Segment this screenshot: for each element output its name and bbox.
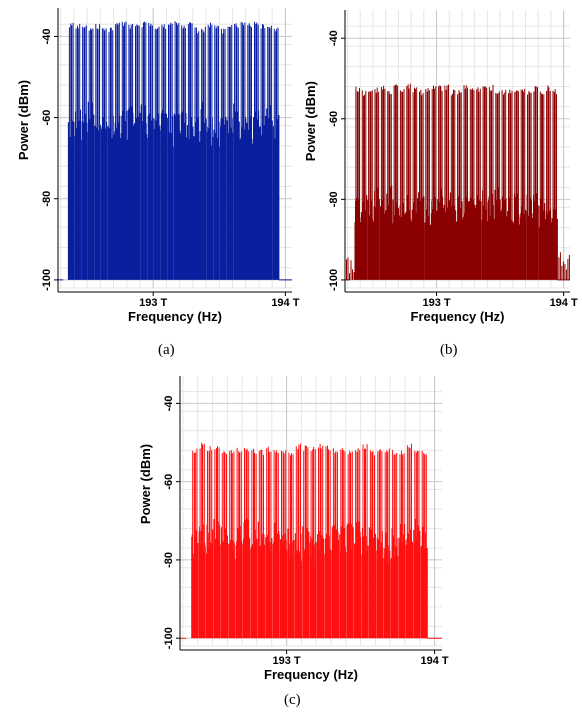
y-tick-label: -60: [328, 111, 340, 127]
spectrum-panel-b: -40 -60 -80 -100 193 T 194 T Frequency (Hz) Pow…: [300, 0, 582, 340]
x-tick-label: 194 T: [421, 655, 449, 667]
spectrum-chart-a: -40 -60 -80 -100 193 T 194 T Frequency (Hz) Pow…: [16, 8, 300, 324]
y-axis-title: Power (dBm): [303, 81, 318, 161]
spectrum-chart-c: -40 -60 -80 -100 193 T 194 T Frequency (Hz) Pow…: [138, 376, 449, 682]
spectrum-panel-c: -40 -60 -80 -100 193 T 194 T Frequency (Hz) Pow…: [130, 368, 450, 708]
y-tick-label: -80: [41, 191, 53, 207]
x-tick-label: 193 T: [139, 297, 167, 309]
y-tick-label: -40: [328, 30, 340, 46]
x-tick-label: 194 T: [550, 297, 578, 309]
y-tick-label: -100: [41, 269, 53, 291]
x-axis-title: Frequency (Hz): [128, 309, 222, 324]
y-tick-label: -100: [328, 269, 340, 291]
x-tick-label: 193 T: [422, 297, 450, 309]
y-tick-label: -60: [163, 474, 175, 490]
x-tick-label: 194 T: [271, 297, 299, 309]
caption-a: (a): [158, 342, 175, 358]
x-tick-label: 193 T: [273, 655, 301, 667]
spectrum-chart-b: -40 -60 -80 -100 193 T 194 T Frequency (Hz) Pow…: [303, 10, 578, 324]
y-tick-label: -100: [163, 627, 175, 649]
caption-b: (b): [440, 342, 458, 358]
spectrum-trace-a: [58, 21, 292, 281]
x-axis-title: Frequency (Hz): [411, 309, 505, 324]
caption-c: (c): [284, 692, 301, 708]
y-tick-label: -80: [328, 191, 340, 207]
y-tick-label: -80: [163, 552, 175, 568]
spectrum-trace-b: [344, 83, 570, 281]
y-axis-title: Power (dBm): [16, 80, 31, 160]
spectrum-trace-c: [180, 442, 442, 639]
y-axis-title: Power (dBm): [138, 444, 153, 524]
y-tick-label: -40: [41, 28, 53, 44]
y-tick-label: -40: [163, 395, 175, 411]
y-tick-label: -60: [41, 110, 53, 126]
spectrum-panel-a: -40 -60 -80 -100 193 T 194 T Frequency (Hz) Pow…: [0, 0, 300, 340]
x-axis-title: Frequency (Hz): [264, 667, 358, 682]
